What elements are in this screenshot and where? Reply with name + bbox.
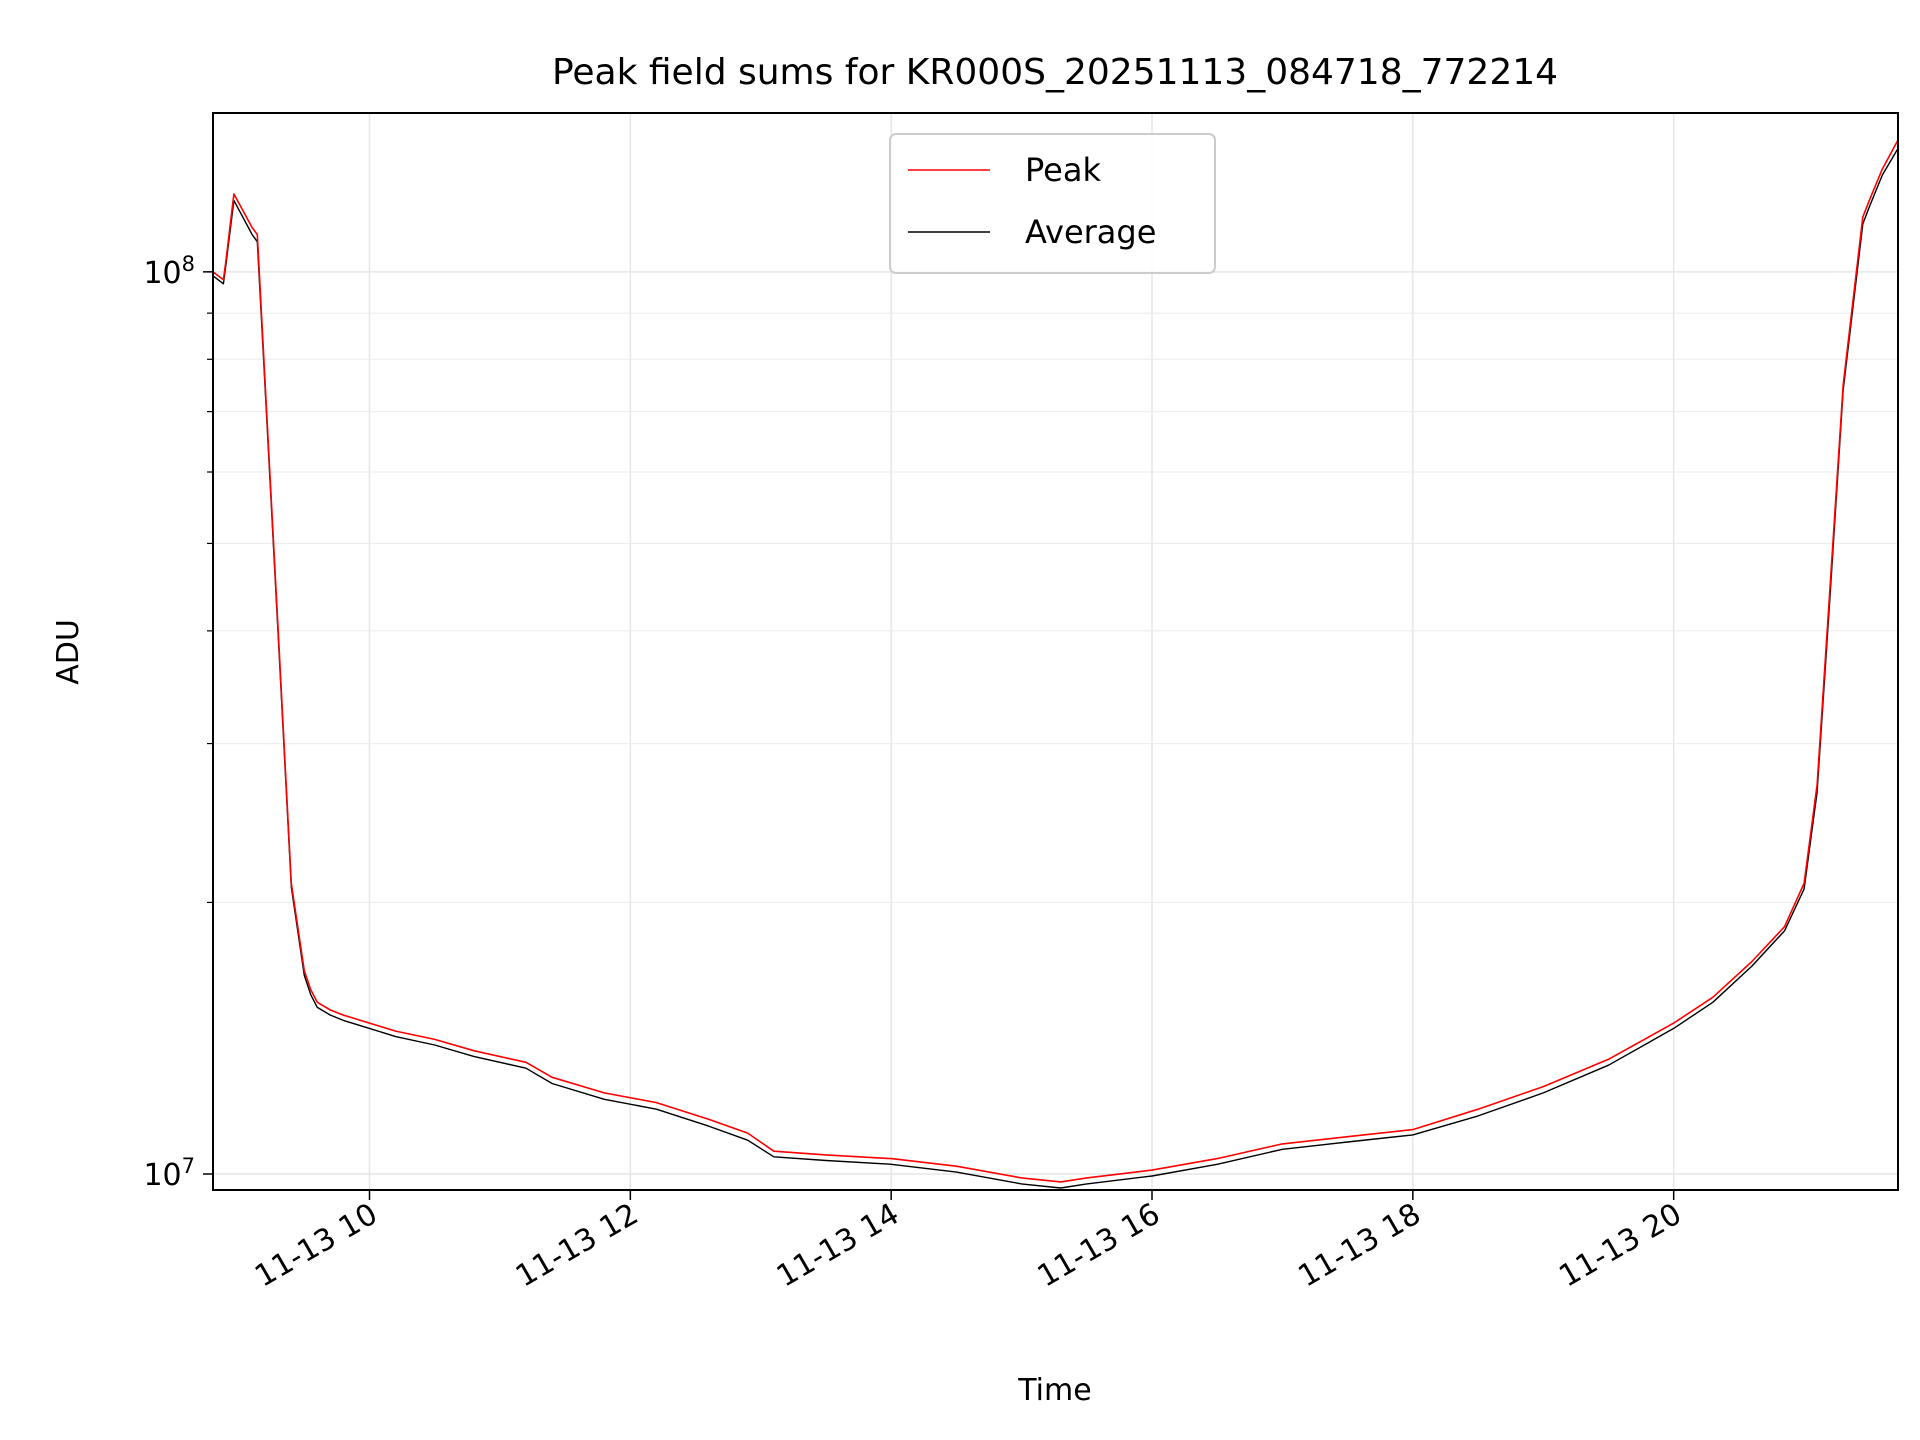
legend-box: [889, 133, 1216, 274]
series-peak-line: [212, 139, 1899, 1183]
y-axis-label: ADU: [51, 619, 86, 685]
series-group: [212, 139, 1899, 1189]
plot-frame: [212, 112, 1899, 1191]
y-tick-label: 107: [143, 1154, 195, 1193]
y-axis: 107 108: [143, 252, 213, 1193]
chart-title: Peak field sums for KR000S_20251113_0847…: [552, 52, 1558, 93]
y-tick-label: 108: [143, 252, 195, 291]
grid: [213, 113, 1898, 1190]
legend-peak-label: Peak: [1025, 151, 1101, 189]
x-axis-label: Time: [1017, 1373, 1091, 1408]
legend: Peak Average: [889, 133, 1216, 274]
legend-average-label: Average: [1025, 213, 1156, 251]
